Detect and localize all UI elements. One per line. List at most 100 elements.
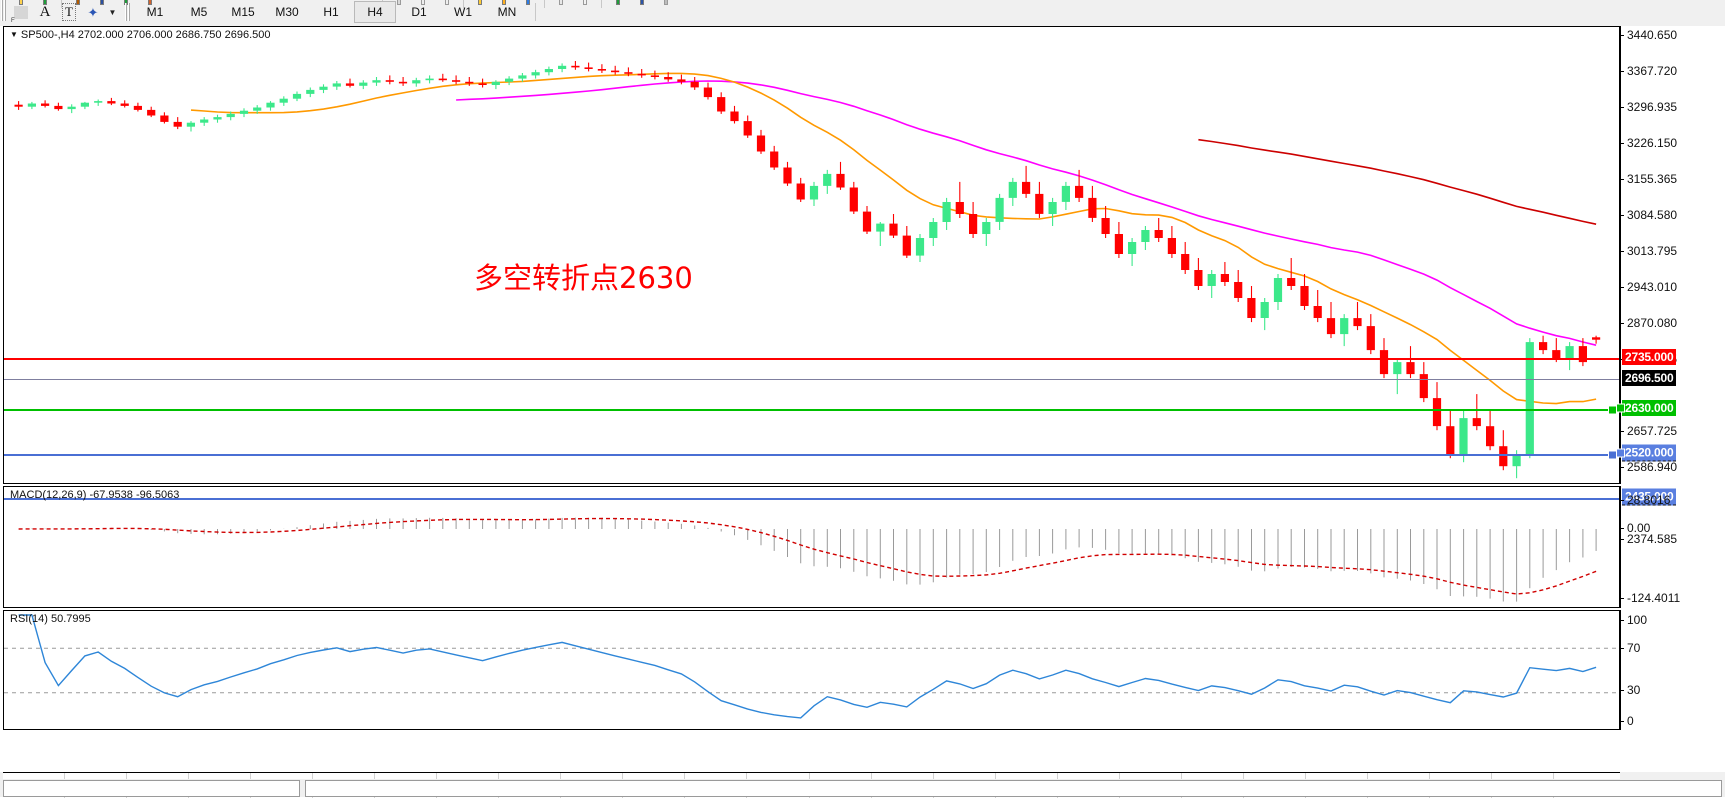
price-level-line-2696.5[interactable] (4, 379, 1619, 380)
price-level-chip-2696.5[interactable]: 2696.500 (1622, 370, 1677, 386)
price-scale-column[interactable]: 3440.650 3367.720 3296.935 3226.150 3155.365… (1616, 26, 1725, 772)
grid-toggle-icon[interactable] (655, 0, 677, 10)
cursor-icon[interactable] (493, 0, 515, 10)
scale-tick (1620, 251, 1624, 252)
crosshair-icon[interactable] (469, 0, 491, 10)
shapes-icon[interactable] (574, 0, 596, 10)
price-scale-label: 3367.720 (1627, 64, 1678, 78)
text-label-icon[interactable]: A (39, 3, 51, 20)
price-level-line-2435[interactable] (4, 498, 1619, 500)
timeframe-m15[interactable]: M15 (231, 5, 255, 19)
rsi-scale-label: 0 (1627, 714, 1634, 728)
price-scale-label: 3155.365 (1627, 172, 1678, 186)
timeframe-m30[interactable]: M30 (275, 5, 299, 19)
scale-tick (1620, 721, 1624, 722)
scale-tick (1620, 620, 1624, 621)
timeframe-grip-icon[interactable] (125, 3, 130, 21)
price-chart-canvas[interactable] (4, 27, 1619, 483)
price-scale-axis (1620, 26, 1621, 484)
price-scale-label: 3440.650 (1627, 28, 1678, 42)
rsi-scale-axis (1620, 610, 1621, 730)
timeframe-h1[interactable]: H1 (323, 5, 339, 19)
macd-label: MACD(12,26,9) -67.9538 -96.5063 (10, 489, 180, 501)
bar-chart-icon[interactable] (67, 0, 89, 10)
zoom-icon[interactable] (139, 0, 161, 10)
scale-tick (1620, 431, 1624, 432)
rsi-scale-label: 100 (1627, 613, 1648, 627)
arrow-green-icon[interactable] (607, 0, 629, 10)
symbol-info-bar: ▼ SP500-,H4 2702.000 2706.000 2686.750 26… (10, 29, 270, 41)
scale-tick (1620, 107, 1624, 108)
rsi-pane[interactable]: RSI(14) 50.7995 (3, 610, 1620, 730)
price-scale-label: 3013.795 (1627, 244, 1678, 258)
scale-tick (1620, 598, 1624, 599)
candle-chart-icon[interactable] (91, 0, 113, 10)
price-level-line-2630[interactable] (4, 409, 1619, 411)
scale-tick (1620, 690, 1624, 691)
status-box-left[interactable] (3, 780, 300, 797)
arrow-blue-icon[interactable] (631, 0, 653, 10)
macd-canvas (18, 517, 1597, 602)
rsi-label: RSI(14) 50.7995 (10, 613, 91, 625)
price-pane[interactable]: ▼ SP500-,H4 2702.000 2706.000 2686.750 26… (3, 26, 1620, 500)
timeframe-m5[interactable]: M5 (190, 5, 208, 19)
template-icon[interactable] (388, 0, 410, 10)
objects-dropdown-icon[interactable]: ▼ (108, 7, 117, 17)
status-box-right[interactable] (305, 780, 1722, 797)
price-level-chip-2735[interactable]: 2735.000 (1622, 349, 1677, 365)
rsi-scale-label: 30 (1627, 683, 1641, 697)
rsi-canvas (4, 614, 1619, 719)
symbol-info-text: SP500-,H4 2702.000 2706.000 2686.750 269… (20, 29, 271, 41)
timeframe-m1[interactable]: M1 (146, 5, 164, 19)
price-scale-label: 3296.935 (1627, 100, 1678, 114)
period-sep-icon[interactable] (436, 0, 458, 10)
scale-tick (1620, 648, 1624, 649)
fib-icon[interactable] (550, 0, 572, 10)
scale-tick (1620, 467, 1624, 468)
scale-tick (1620, 323, 1624, 324)
scale-tick (1620, 71, 1624, 72)
price-scale-label: 2586.940 (1627, 460, 1678, 474)
price-level-line-2735[interactable] (4, 358, 1619, 360)
collapse-icon[interactable]: ▼ (10, 30, 18, 39)
scale-tick (1620, 143, 1624, 144)
timeframe-h4[interactable]: H4 (354, 1, 396, 23)
scale-tick (1620, 179, 1624, 180)
new-order-icon[interactable] (10, 0, 32, 10)
price-scale-label: 2870.080 (1627, 316, 1678, 330)
bottom-status-strip[interactable] (0, 779, 1725, 797)
timeframe-w1[interactable]: W1 (454, 5, 472, 19)
price-level-chip-2630[interactable]: 2630.000 (1622, 400, 1677, 416)
price-level-line-2520[interactable] (4, 454, 1619, 456)
price-scale-label: 3226.150 (1627, 136, 1678, 150)
grid-f-icon[interactable]: F (10, 1, 32, 24)
scale-tick (1620, 215, 1624, 216)
price-scale-label: 2374.585 (1627, 532, 1678, 546)
macd-scale-label: 0.00 (1627, 521, 1651, 535)
toolbar-grip-2-icon[interactable] (1, 3, 6, 21)
timeframe-mn[interactable]: MN (497, 5, 517, 19)
scale-tick (1620, 539, 1624, 540)
scale-tick (1620, 35, 1624, 36)
green-chip-icon[interactable] (34, 0, 56, 10)
indicator-list-icon[interactable] (412, 0, 434, 10)
macd-scale-label: 28.8016 (1627, 493, 1671, 507)
price-scale-label: 2657.725 (1627, 424, 1678, 438)
price-scale-label: 2943.010 (1627, 280, 1678, 294)
scale-tick (1620, 528, 1624, 529)
rsi-scale-label: 70 (1627, 641, 1641, 655)
chip-handle-2630[interactable] (1616, 403, 1625, 413)
macd-pane[interactable]: MACD(12,26,9) -67.9538 -96.5063 (3, 486, 1620, 608)
timeframe-d1[interactable]: D1 (411, 5, 427, 19)
price-scale-label: 3084.580 (1627, 208, 1678, 222)
chart-area[interactable]: ▼ SP500-,H4 2702.000 2706.000 2686.750 26… (0, 26, 1725, 772)
price-level-chip-2435[interactable]: 2435.000 (1622, 488, 1677, 506)
macd-scale-label: -124.4011 (1627, 591, 1681, 605)
trendline-icon[interactable] (517, 0, 539, 10)
price-level-chip-2520[interactable]: 2520.000 (1622, 444, 1677, 462)
objects-icon[interactable]: ✦ (87, 4, 99, 20)
main-toolbar[interactable]: F A T ✦ ▼ M1 M5 M15 M30 H1 H4 D1 W1 MN (0, 1, 1725, 26)
macd-scale-axis (1620, 486, 1621, 608)
text-box-icon[interactable]: T (58, 1, 80, 23)
chip-handle-2520[interactable] (1616, 448, 1625, 458)
